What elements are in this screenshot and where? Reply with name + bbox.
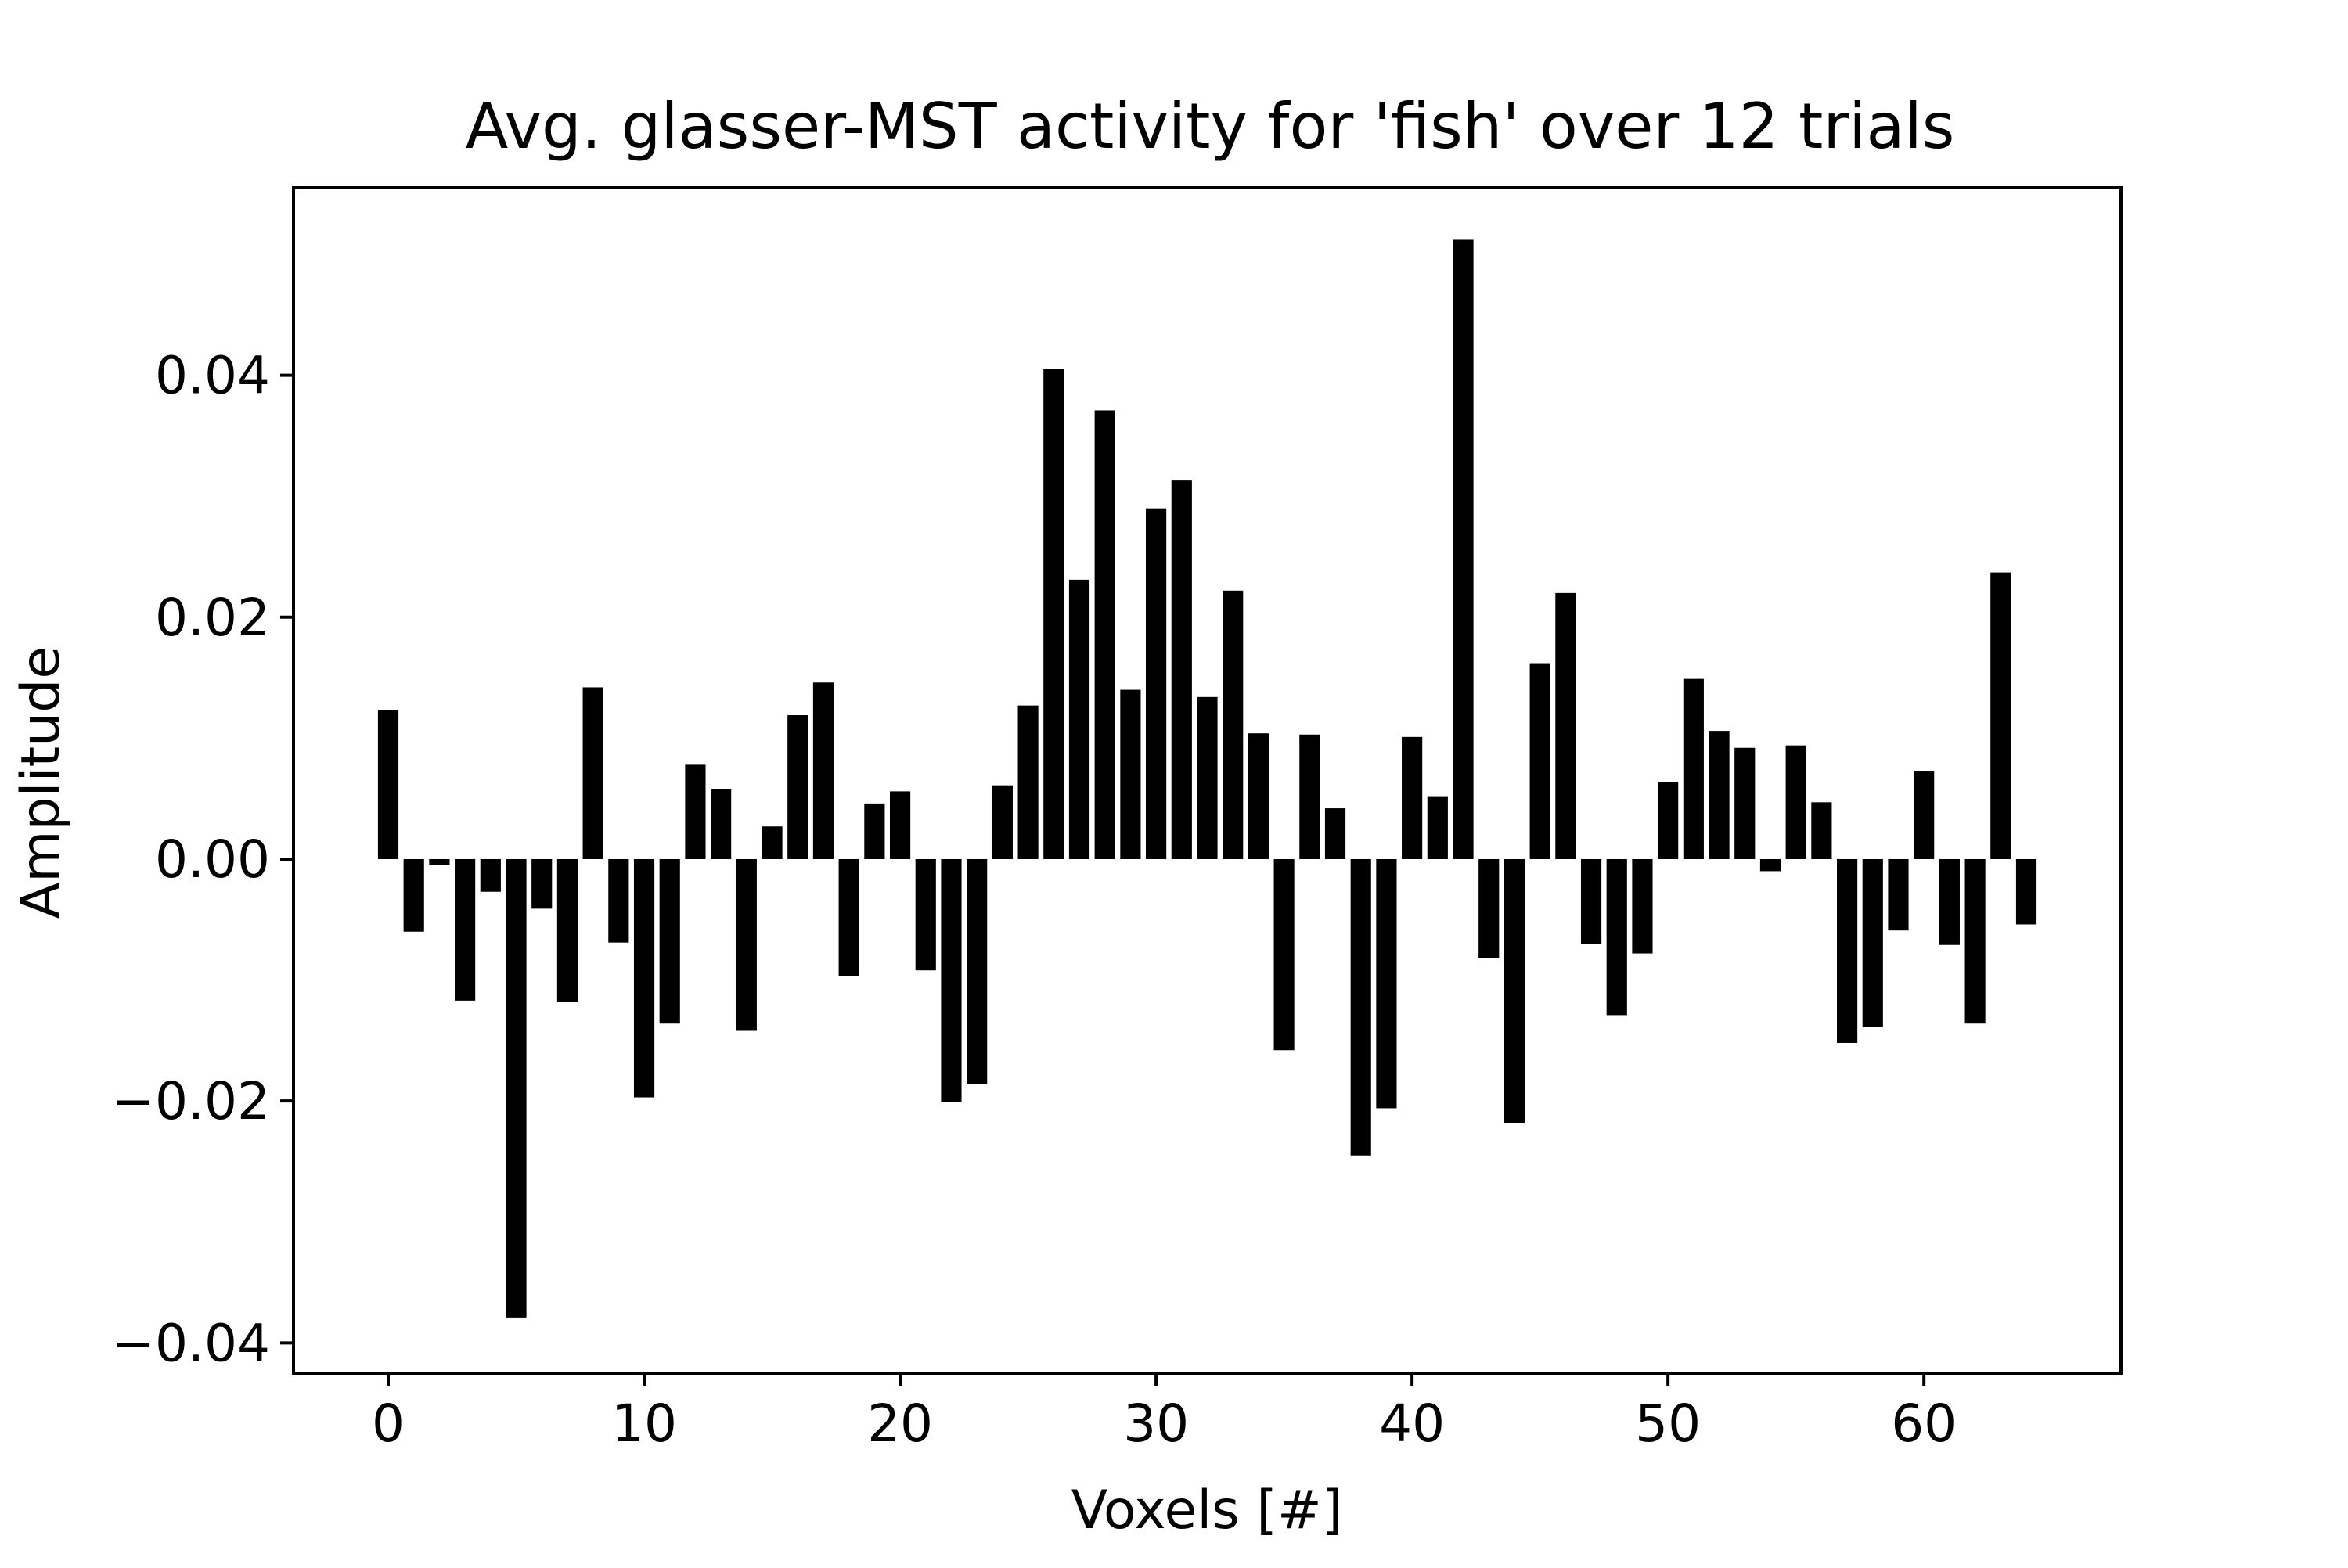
bar-voxel-34 bbox=[1248, 733, 1269, 859]
bar-voxel-33 bbox=[1223, 590, 1244, 859]
x-tick-label: 0 bbox=[372, 1394, 405, 1454]
x-tick-label: 40 bbox=[1379, 1394, 1445, 1454]
bar-voxel-10 bbox=[633, 858, 655, 1098]
chart-title: Avg. glasser-MST activity for 'fish' ove… bbox=[466, 90, 1955, 163]
x-tick-label: 50 bbox=[1635, 1394, 1701, 1454]
bar-voxel-43 bbox=[1478, 858, 1500, 958]
bar-voxel-9 bbox=[608, 858, 629, 943]
bar-voxel-3 bbox=[455, 858, 476, 1001]
bar-voxel-27 bbox=[1068, 579, 1090, 859]
x-axis-label: Voxels [#] bbox=[1071, 1480, 1343, 1541]
bar-voxel-25 bbox=[1017, 705, 1039, 859]
y-tick-label: −0.04 bbox=[112, 1313, 270, 1373]
bar-voxel-11 bbox=[659, 858, 680, 1024]
bar-voxel-28 bbox=[1094, 410, 1115, 859]
bar-voxel-32 bbox=[1197, 696, 1218, 859]
bar-voxel-29 bbox=[1120, 689, 1141, 859]
bar-voxel-24 bbox=[992, 785, 1013, 859]
bar-voxel-56 bbox=[1811, 802, 1832, 859]
bar-voxel-21 bbox=[915, 858, 936, 971]
bar-voxel-49 bbox=[1632, 858, 1653, 954]
bar-voxel-37 bbox=[1324, 808, 1346, 859]
bar-voxel-48 bbox=[1606, 858, 1627, 1016]
bar-voxel-58 bbox=[1862, 858, 1883, 1027]
bar-voxel-22 bbox=[941, 858, 962, 1102]
bar-voxel-19 bbox=[864, 803, 885, 859]
bar-voxel-14 bbox=[736, 858, 757, 1031]
y-axis-label: Amplitude bbox=[10, 646, 72, 919]
bar-voxel-5 bbox=[506, 858, 527, 1318]
bar-voxel-1 bbox=[403, 858, 424, 932]
bar-voxel-2 bbox=[429, 858, 450, 865]
bar-voxel-40 bbox=[1402, 736, 1423, 859]
bar-voxel-8 bbox=[582, 687, 603, 859]
bar-voxel-18 bbox=[838, 858, 859, 976]
y-tick-label: 0.02 bbox=[155, 588, 270, 648]
bar-voxel-59 bbox=[1888, 858, 1909, 931]
bar-voxel-45 bbox=[1529, 663, 1550, 859]
bar-voxel-57 bbox=[1836, 858, 1858, 1043]
bar-voxel-50 bbox=[1658, 782, 1679, 859]
x-tick-label: 10 bbox=[611, 1394, 677, 1454]
bar-voxel-13 bbox=[711, 789, 732, 859]
bar-voxel-44 bbox=[1504, 858, 1525, 1123]
x-tick-label: 30 bbox=[1123, 1394, 1189, 1454]
bar-voxel-62 bbox=[1964, 858, 1986, 1024]
bar-voxel-42 bbox=[1453, 239, 1474, 859]
bar-voxel-35 bbox=[1273, 858, 1295, 1051]
bar-voxel-38 bbox=[1350, 858, 1371, 1156]
bar-voxel-39 bbox=[1376, 858, 1397, 1109]
bar-voxel-53 bbox=[1734, 747, 1756, 859]
bar-voxel-15 bbox=[762, 826, 783, 859]
y-axis-ticks: −0.04 −0.02 0.00 0.02 0.04 bbox=[112, 346, 294, 1373]
bar-voxel-17 bbox=[812, 682, 834, 859]
bar-voxel-64 bbox=[2015, 858, 2037, 925]
bar-voxel-4 bbox=[480, 858, 501, 892]
bar-voxel-63 bbox=[1990, 572, 2011, 859]
bar-voxel-30 bbox=[1146, 508, 1167, 859]
bar-voxel-26 bbox=[1043, 369, 1064, 859]
x-axis-ticks: 0 10 20 30 40 50 60 bbox=[372, 1373, 1957, 1454]
bar-voxel-54 bbox=[1759, 858, 1781, 872]
x-tick-label: 60 bbox=[1891, 1394, 1957, 1454]
bar-voxel-61 bbox=[1939, 858, 1960, 945]
bar-voxel-60 bbox=[1914, 771, 1935, 859]
bar-voxel-7 bbox=[556, 858, 578, 1002]
bar-voxel-52 bbox=[1709, 731, 1730, 859]
bars-group bbox=[377, 239, 2037, 1318]
bar-voxel-6 bbox=[531, 858, 553, 909]
bar-voxel-47 bbox=[1580, 858, 1602, 944]
bar-voxel-46 bbox=[1555, 592, 1576, 859]
x-tick-label: 20 bbox=[867, 1394, 933, 1454]
y-tick-label: 0.04 bbox=[155, 346, 270, 406]
bar-voxel-12 bbox=[685, 764, 706, 859]
bar-voxel-0 bbox=[377, 710, 399, 859]
bar-voxel-51 bbox=[1683, 678, 1704, 859]
bar-voxel-16 bbox=[787, 715, 808, 859]
y-tick-label: −0.02 bbox=[112, 1071, 270, 1131]
bar-voxel-36 bbox=[1299, 734, 1320, 859]
bar-voxel-55 bbox=[1785, 745, 1806, 859]
plot-frame bbox=[292, 186, 2123, 1375]
bar-voxel-23 bbox=[967, 858, 988, 1084]
bar-voxel-41 bbox=[1427, 796, 1448, 859]
bar-voxel-31 bbox=[1171, 480, 1192, 859]
bar-voxel-20 bbox=[889, 791, 911, 859]
y-tick-label: 0.00 bbox=[155, 829, 270, 890]
